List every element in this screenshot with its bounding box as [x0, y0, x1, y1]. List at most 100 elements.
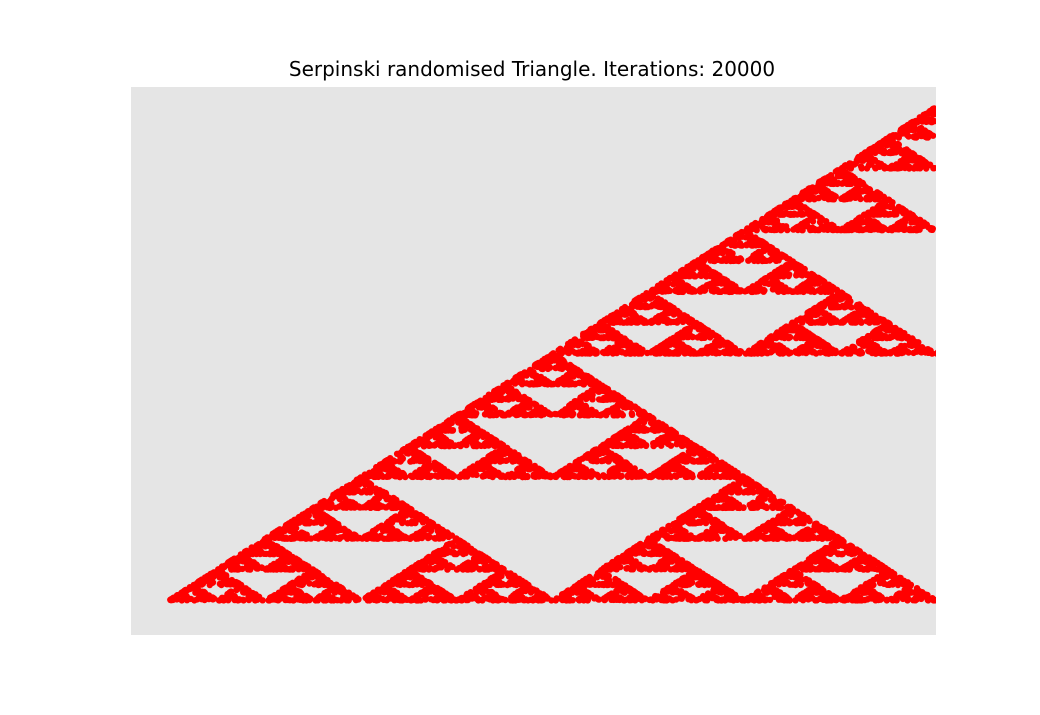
scatter-point	[1017, 562, 1023, 568]
scatter-point	[948, 596, 954, 602]
scatter-point	[965, 578, 971, 584]
scatter-point	[1000, 311, 1006, 317]
scatter-point	[1000, 597, 1006, 603]
scatter-point	[858, 163, 864, 169]
scatter-point	[1037, 551, 1040, 557]
scatter-point	[987, 563, 993, 569]
scatter-point	[992, 221, 998, 227]
scatter-point	[1019, 314, 1025, 320]
scatter-point	[992, 190, 998, 196]
scatter-point	[1023, 170, 1029, 176]
scatter-point	[971, 591, 977, 597]
scatter-point	[1001, 149, 1007, 155]
scatter-point	[999, 165, 1005, 171]
scatter-point	[1014, 562, 1020, 568]
scatter-point	[994, 219, 1000, 225]
scatter-point	[1031, 319, 1037, 325]
scatter-point	[1034, 347, 1040, 353]
scatter-point	[1010, 554, 1016, 560]
scatter-point	[1024, 293, 1030, 299]
scatter-point	[941, 349, 947, 355]
scatter-point	[939, 115, 945, 121]
scatter-point	[947, 593, 953, 599]
scatter-point	[951, 162, 957, 168]
scatter-point	[1025, 164, 1031, 170]
scatter-point	[1037, 350, 1040, 356]
scatter-point	[952, 586, 958, 592]
scatter-point	[985, 574, 991, 580]
scatter-point	[978, 137, 984, 143]
scatter-point	[973, 335, 979, 341]
scatter-point	[1009, 309, 1015, 315]
scatter-point	[1006, 320, 1012, 326]
scatter-point	[951, 116, 957, 122]
scatter-point	[987, 320, 993, 326]
scatter-point	[952, 132, 958, 138]
scatter-point	[954, 164, 960, 170]
scatter-point	[948, 164, 954, 170]
scatter-point	[1026, 565, 1032, 571]
scatter-point	[1010, 586, 1016, 592]
scatter-point	[959, 213, 965, 219]
scatter-point	[997, 193, 1003, 199]
scatter-point	[1010, 216, 1016, 222]
scatter-point	[1019, 593, 1025, 599]
scatter-point	[993, 143, 999, 149]
scatter-point	[1011, 163, 1017, 169]
scatter-point	[997, 227, 1003, 233]
scatter-point	[980, 570, 986, 576]
scatter-point	[976, 327, 982, 333]
scatter-point	[997, 350, 1003, 356]
scatter-point	[994, 190, 1000, 196]
scatter-point	[995, 349, 1001, 355]
scatter-point	[965, 145, 971, 151]
scatter-point	[1007, 151, 1013, 157]
scatter-point	[1009, 304, 1015, 310]
scatter-point	[1017, 597, 1023, 603]
scatter-point	[977, 133, 983, 139]
scatter-point	[1000, 350, 1006, 356]
scatter-point	[951, 224, 957, 230]
scatter-point	[1003, 188, 1009, 194]
scatter-point	[968, 126, 974, 132]
scatter-point	[1002, 583, 1008, 589]
scatter-point	[1022, 566, 1028, 572]
scatter-point	[962, 224, 968, 230]
scatter-point	[990, 226, 996, 232]
scatter-point	[1023, 304, 1029, 310]
scatter-point	[1008, 196, 1014, 202]
scatter-point	[1012, 566, 1018, 572]
scatter-point	[970, 226, 976, 232]
scatter-point	[953, 588, 959, 594]
scatter-point	[1000, 186, 1006, 192]
scatter-point	[943, 113, 949, 119]
scatter-point	[992, 593, 998, 599]
scatter-point	[995, 335, 1001, 341]
scatter-point	[991, 142, 997, 148]
scatter-point	[991, 344, 997, 350]
scatter-point	[946, 158, 952, 164]
scatter-point	[953, 219, 959, 225]
scatter-point	[990, 226, 996, 232]
scatter-point	[979, 321, 985, 327]
scatter-point	[1036, 543, 1040, 549]
scatter-point	[949, 341, 955, 347]
scatter-point	[1006, 585, 1012, 591]
scatter-point	[629, 412, 635, 418]
scatter-point	[985, 195, 991, 201]
scatter-point	[983, 574, 989, 580]
scatter-point	[953, 341, 959, 347]
scatter-point	[993, 559, 999, 565]
scatter-point	[977, 349, 983, 355]
scatter-point	[959, 149, 965, 155]
scatter-point	[993, 590, 999, 596]
scatter-point	[973, 147, 979, 153]
scatter-point	[1033, 171, 1039, 177]
scatter-point	[1016, 566, 1022, 572]
scatter-point	[954, 226, 960, 232]
scatter-point	[949, 157, 955, 163]
scatter-point	[971, 334, 977, 340]
scatter-point	[992, 582, 998, 588]
scatter-point	[1022, 595, 1028, 601]
